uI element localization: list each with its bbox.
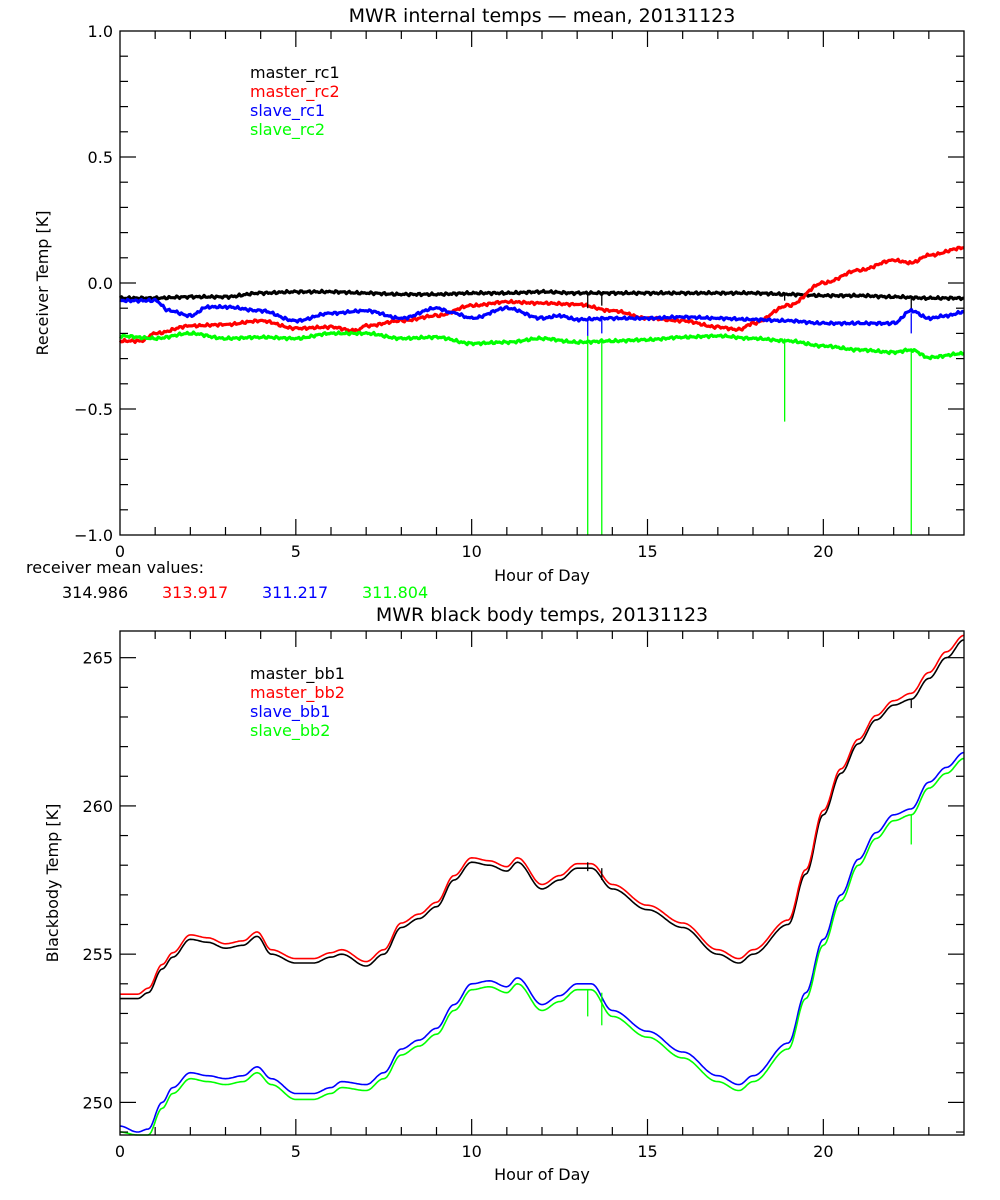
series-line-slave_rc2 bbox=[119, 330, 965, 361]
series-line-master_rc1 bbox=[118, 288, 965, 302]
y-tick-label: 1.0 bbox=[88, 22, 113, 41]
plot-frame bbox=[119, 630, 965, 1136]
series-line-master_bb2 bbox=[120, 634, 965, 995]
series-layer bbox=[118, 245, 965, 535]
y-axis-label: Blackbody Temp [K] bbox=[43, 804, 62, 963]
legend-item-master_bb1: master_bb1 bbox=[250, 664, 345, 684]
x-tick-label: 20 bbox=[813, 1142, 833, 1161]
legend-item-slave_rc1: slave_rc1 bbox=[250, 101, 325, 121]
blackbody-temps-chart: MWR black body temps, 20131123 250 255 260… bbox=[43, 604, 965, 1184]
series-line-master_rc2 bbox=[118, 245, 965, 344]
x-tick-label: 20 bbox=[813, 542, 833, 561]
series-line-slave_bb2 bbox=[119, 757, 965, 1136]
axis-ticks bbox=[120, 31, 964, 535]
legend-item-slave_bb1: slave_bb1 bbox=[250, 702, 330, 722]
y-tick-label: 250 bbox=[82, 1093, 113, 1112]
x-tick-label: 5 bbox=[291, 542, 301, 561]
y-tick-label: −1.0 bbox=[74, 526, 113, 545]
receiver-temps-chart: MWR internal temps — mean, 20131123 −1.0… bbox=[33, 5, 965, 585]
series-line-slave_rc1 bbox=[119, 297, 965, 327]
legend-item-master_rc1: master_rc1 bbox=[250, 63, 340, 83]
y-tick-labels: 250 255 260 265 bbox=[82, 649, 113, 1113]
y-tick-label: 265 bbox=[82, 649, 113, 668]
legend-item-master_bb2: master_bb2 bbox=[250, 683, 345, 703]
x-axis-label: Hour of Day bbox=[494, 1165, 590, 1184]
receiver-mean-value-2: 313.917 bbox=[162, 583, 228, 602]
chart-title: MWR black body temps, 20131123 bbox=[376, 604, 708, 626]
receiver-mean-value-1: 314.986 bbox=[62, 583, 128, 602]
series-layer bbox=[119, 634, 965, 1136]
legend-item-slave_rc2: slave_rc2 bbox=[250, 120, 325, 140]
legend-item-slave_bb2: slave_bb2 bbox=[250, 721, 330, 741]
x-tick-label: 0 bbox=[115, 1142, 125, 1161]
y-tick-label: 0.0 bbox=[88, 274, 113, 293]
y-tick-label: 0.5 bbox=[88, 148, 113, 167]
chart-title: MWR internal temps — mean, 20131123 bbox=[349, 5, 736, 27]
series-line-master_bb1 bbox=[120, 639, 965, 1000]
x-axis-label: Hour of Day bbox=[494, 566, 590, 585]
y-tick-label: 255 bbox=[82, 945, 113, 964]
series-line-slave_bb1 bbox=[119, 751, 965, 1133]
y-tick-label: 260 bbox=[82, 797, 113, 816]
receiver-mean-annotation: receiver mean values: 314.986 313.917 31… bbox=[26, 558, 428, 602]
axis-ticks bbox=[120, 631, 964, 1135]
x-tick-label: 0 bbox=[115, 542, 125, 561]
x-tick-labels: 0 5 10 15 20 bbox=[115, 542, 834, 561]
x-tick-label: 5 bbox=[291, 1142, 301, 1161]
y-tick-label: −0.5 bbox=[74, 400, 113, 419]
y-axis-label: Receiver Temp [K] bbox=[33, 210, 52, 355]
receiver-mean-value-3: 311.217 bbox=[262, 583, 328, 602]
receiver-mean-value-4: 311.804 bbox=[362, 583, 428, 602]
x-tick-labels: 0 5 10 15 20 bbox=[115, 1142, 834, 1161]
legend-item-master_rc2: master_rc2 bbox=[250, 82, 340, 102]
y-tick-labels: −1.0 −0.5 0.0 0.5 1.0 bbox=[74, 22, 113, 545]
x-tick-label: 15 bbox=[637, 1142, 657, 1161]
x-tick-label: 15 bbox=[637, 542, 657, 561]
receiver-mean-label: receiver mean values: bbox=[26, 558, 204, 577]
x-tick-label: 10 bbox=[461, 542, 481, 561]
plot-frame bbox=[119, 30, 965, 536]
x-tick-label: 10 bbox=[461, 1142, 481, 1161]
